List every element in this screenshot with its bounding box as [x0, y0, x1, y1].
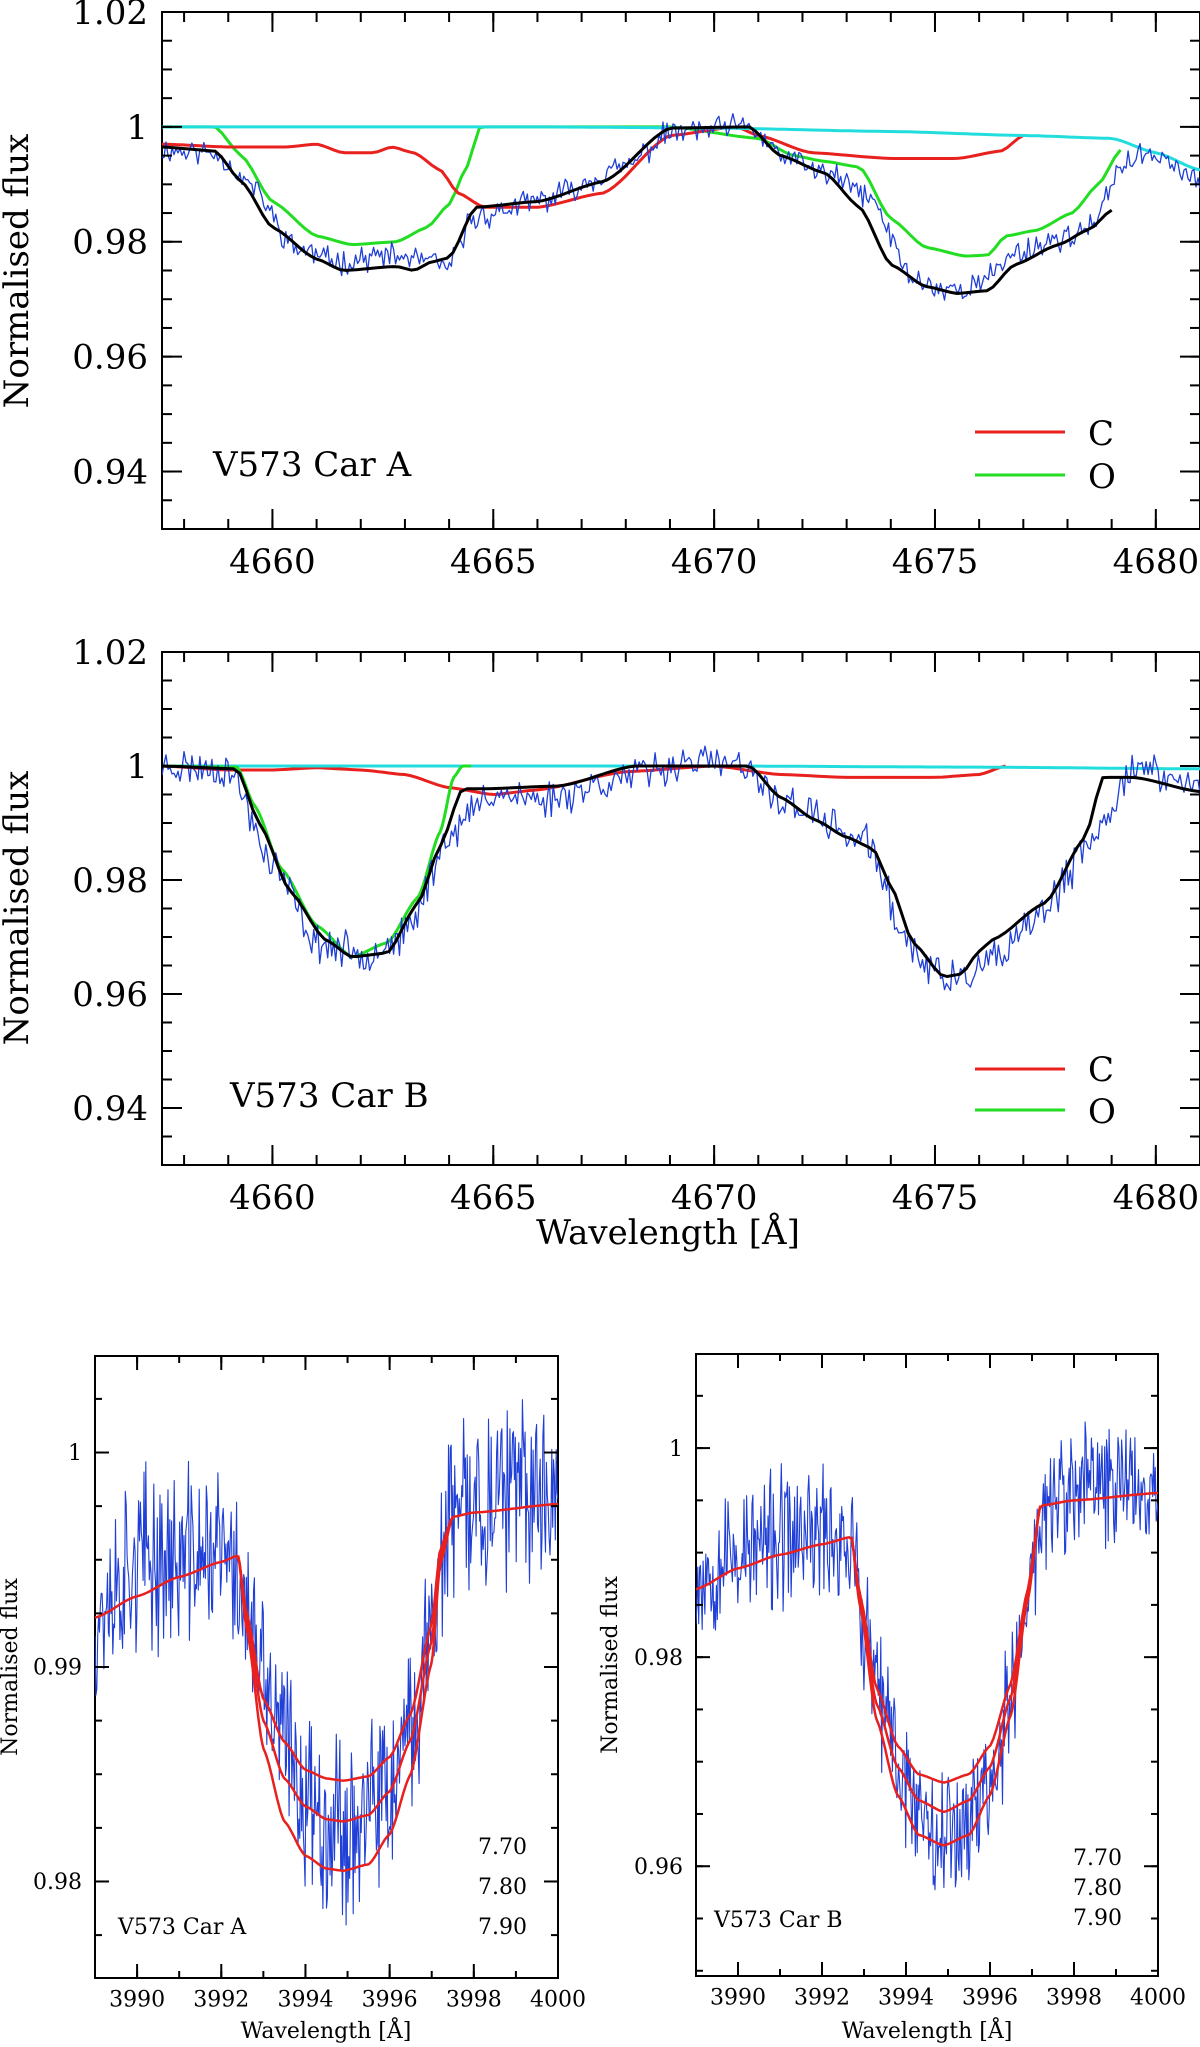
x-tick-label: 3998: [446, 1988, 502, 2013]
y-tick-label: 0.96: [72, 975, 148, 1015]
panel-b-top-xlabel: Wavelength [Å]: [536, 1212, 800, 1253]
series-c-line: [162, 125, 1025, 209]
x-tick-label: 4680: [1113, 542, 1200, 582]
abundance-label-b-1: 7.70: [1073, 1846, 1122, 1871]
x-tick-label: 4675: [892, 1178, 979, 1218]
series-7-90-line: [850, 1505, 1042, 1847]
abundance-label-b-2: 7.80: [1073, 1876, 1122, 1901]
x-tick-label: 4670: [671, 1178, 758, 1218]
abundance-label-3: 7.90: [478, 1915, 527, 1940]
panel-a-top: 4660 4665 4670 4675 4680 0.94 0.96 0.98 1 1.02 V5…: [0, 0, 1200, 582]
y-tick-label: 0.99: [33, 1656, 82, 1681]
panel-b-bottom-xlabel: Wavelength [Å]: [842, 2016, 1013, 2044]
series-7-80-line: [850, 1505, 1042, 1814]
y-tick-label: 0.98: [634, 1646, 683, 1671]
legend-o-label: O: [1088, 457, 1116, 497]
y-tick-label: 1: [126, 747, 148, 787]
x-tick-label: 4665: [450, 542, 537, 582]
x-tick-label: 4660: [229, 1178, 316, 1218]
x-tick-label: 3998: [1046, 1986, 1102, 2011]
x-tick-label: 3992: [193, 1988, 249, 2013]
abundance-label-2: 7.80: [478, 1875, 527, 1900]
series-observed-line: [162, 113, 1200, 301]
x-tick-label: 3990: [109, 1988, 165, 2013]
panel-b-bottom-ylabel: Normalised flux: [598, 1576, 623, 1754]
x-tick-label: 3992: [794, 1986, 850, 2011]
panel-b-bottom-label: V573 Car B: [713, 1908, 843, 1933]
x-tick-label: 4000: [1130, 1986, 1186, 2011]
y-tick-label: 1: [68, 1441, 82, 1466]
panel-a-bottom-ylabel: Normalised flux: [0, 1578, 23, 1756]
series-7-80-line: [236, 1516, 454, 1823]
panel-b-top: 4660 4665 4670 4675 4680 0.94 0.96 0.98 1 1.02 V5…: [0, 633, 1200, 1253]
legend-c-label-b: C: [1088, 1050, 1114, 1090]
series-observed-line: [696, 1421, 1158, 1891]
x-tick-label: 3996: [962, 1986, 1018, 2011]
panel-a-bottom-xlabel: Wavelength [Å]: [241, 2016, 412, 2044]
y-tick-label: 0.98: [33, 1870, 82, 1895]
x-tick-label: 3994: [277, 1988, 333, 2013]
y-tick-label: 0.94: [72, 452, 148, 492]
x-tick-label: 4660: [229, 542, 316, 582]
x-tick-label: 3996: [362, 1988, 418, 2013]
y-tick-label: 1.02: [72, 0, 148, 33]
y-tick-label: 0.94: [72, 1089, 148, 1129]
series-observed-line: [162, 745, 1200, 992]
x-tick-label: 3994: [878, 1986, 934, 2011]
series-model-line: [162, 125, 1113, 295]
series-7-70-line: [95, 1502, 558, 1782]
abundance-label-1: 7.70: [478, 1835, 527, 1860]
panel-a-top-ylabel: Normalised flux: [0, 134, 37, 409]
legend-o-label-b: O: [1088, 1092, 1116, 1132]
x-tick-label: 4680: [1113, 1178, 1200, 1218]
series-7-70-line: [696, 1491, 1158, 1784]
panel-a-top-label: V573 Car A: [212, 445, 412, 485]
y-tick-label: 0.98: [72, 223, 148, 263]
x-tick-label: 3990: [710, 1986, 766, 2011]
series-7-90-line: [236, 1516, 454, 1872]
x-tick-label: 4670: [671, 542, 758, 582]
series-model-line: [162, 764, 1200, 978]
panel-a-bottom-label: V573 Car A: [117, 1915, 247, 1940]
y-tick-label: 0.98: [72, 861, 148, 901]
x-tick-label: 4675: [892, 542, 979, 582]
panel-b-top-label: V573 Car B: [229, 1076, 429, 1116]
y-tick-label: 0.96: [72, 338, 148, 378]
y-tick-label: 1: [669, 1437, 683, 1462]
y-tick-label: 1: [126, 108, 148, 148]
x-tick-label: 4000: [530, 1988, 586, 2013]
abundance-label-b-3: 7.90: [1073, 1906, 1122, 1931]
panel-b-top-ylabel: Normalised flux: [0, 771, 37, 1046]
panel-b-bottom-frame: [695, 1353, 1159, 1977]
panel-a-bottom: 3990 3992 3994 3996 3998 4000 0.98 0.99 1 V573 C…: [0, 1355, 586, 2044]
y-tick-label: 0.96: [634, 1855, 683, 1880]
panel-b-bottom: 3990 3992 3994 3996 3998 4000 0.96 0.98 1 V573 C…: [598, 1353, 1186, 2044]
y-tick-label: 1.02: [72, 633, 148, 673]
legend-c-label: C: [1088, 414, 1114, 454]
x-tick-label: 4665: [450, 1178, 537, 1218]
